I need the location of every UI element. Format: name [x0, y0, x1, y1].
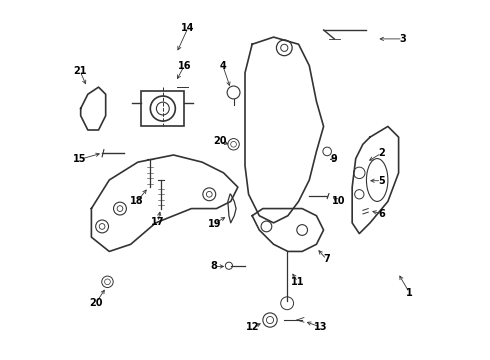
Text: 13: 13	[314, 322, 327, 332]
Text: 21: 21	[73, 66, 87, 76]
Text: 17: 17	[151, 217, 165, 227]
Text: 20: 20	[213, 136, 227, 147]
Text: 7: 7	[323, 254, 330, 264]
Text: 10: 10	[332, 197, 345, 206]
Text: 3: 3	[399, 34, 406, 44]
Text: 12: 12	[246, 322, 260, 332]
Text: 14: 14	[181, 23, 195, 33]
Text: 5: 5	[378, 176, 385, 186]
Text: 11: 11	[291, 277, 305, 287]
Text: 15: 15	[73, 154, 87, 164]
Text: 6: 6	[378, 209, 385, 219]
Text: 20: 20	[89, 298, 102, 308]
Bar	[142, 91, 184, 126]
Text: 19: 19	[208, 219, 221, 229]
Text: 2: 2	[378, 148, 385, 158]
Text: 18: 18	[130, 197, 144, 206]
Text: 8: 8	[210, 261, 217, 271]
Text: 4: 4	[220, 61, 226, 71]
Text: 9: 9	[330, 154, 337, 164]
Text: 16: 16	[177, 61, 191, 71]
Text: 1: 1	[406, 288, 413, 297]
